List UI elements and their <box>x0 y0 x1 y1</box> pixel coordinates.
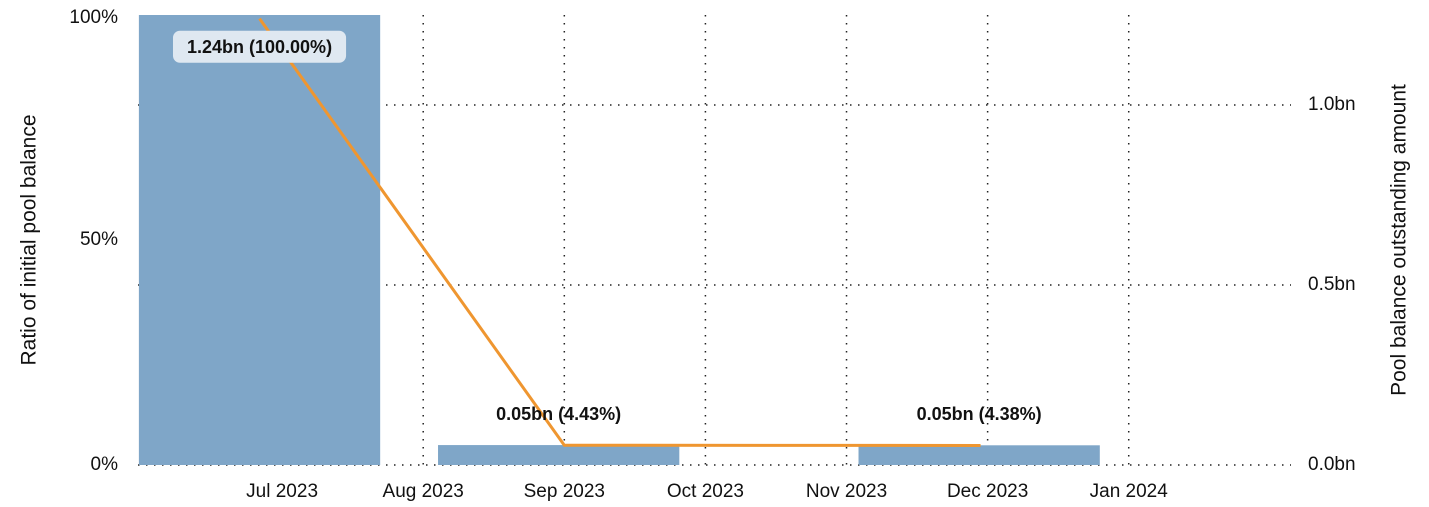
x-tick-label: Sep 2023 <box>524 481 605 502</box>
y2-tick-label: 1.0bn <box>1308 94 1356 115</box>
x-tick-label: Oct 2023 <box>667 481 744 502</box>
y2-axis-title: Pool balance outstanding amount <box>1388 84 1411 396</box>
y-tick-label: 50% <box>80 229 118 250</box>
data-label: 1.24bn (100.00%) <box>187 37 332 57</box>
y2-tick-label: 0.0bn <box>1308 454 1356 475</box>
y-axis-title: Ratio of initial pool balance <box>18 115 41 366</box>
line <box>258 17 981 447</box>
bar <box>858 445 1100 465</box>
bar <box>138 15 381 465</box>
bar <box>438 445 680 465</box>
data-label: 0.05bn (4.43%) <box>496 404 621 424</box>
x-tick-label: Nov 2023 <box>806 481 887 502</box>
x-tick-label: Jul 2023 <box>246 481 318 502</box>
y-tick-label: 0% <box>91 454 119 475</box>
y2-tick-label: 0.5bn <box>1308 274 1356 295</box>
data-label: 0.05bn (4.38%) <box>917 404 1042 424</box>
x-tick-label: Aug 2023 <box>383 481 464 502</box>
x-tick-label: Dec 2023 <box>947 481 1028 502</box>
y-tick-label: 100% <box>69 7 118 28</box>
x-tick-label: Jan 2024 <box>1090 481 1169 502</box>
data-label-box <box>172 30 347 63</box>
